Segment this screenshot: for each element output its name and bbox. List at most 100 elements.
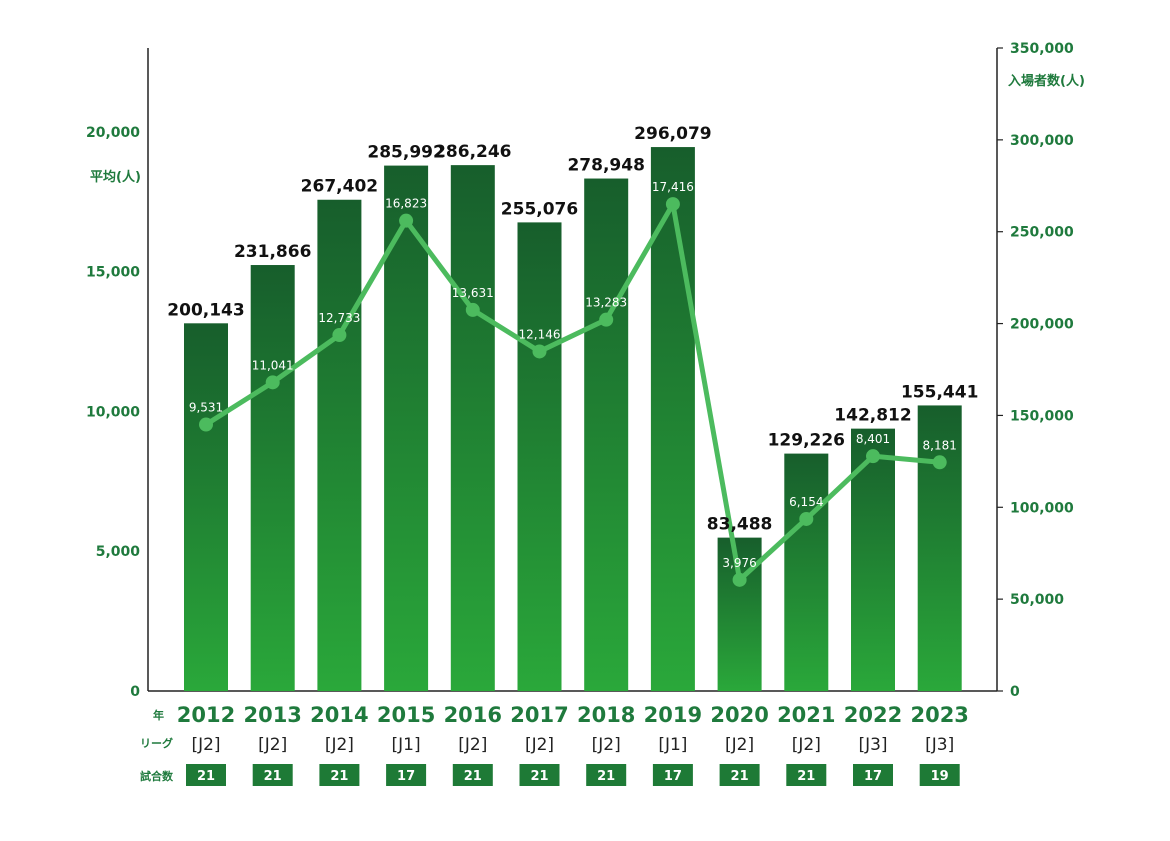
games-count: 21 bbox=[731, 769, 749, 784]
bar bbox=[517, 222, 562, 691]
league-label: [J1] bbox=[658, 735, 687, 755]
year-label: 2018 bbox=[577, 703, 635, 727]
league-label: [J2] bbox=[458, 735, 487, 755]
league-label: [J2] bbox=[258, 735, 287, 755]
average-value-label: 16,823 bbox=[385, 197, 427, 211]
average-value-label: 13,283 bbox=[585, 296, 627, 310]
average-value-label: 12,733 bbox=[318, 311, 360, 325]
average-point bbox=[532, 344, 547, 359]
league-label: [J2] bbox=[525, 735, 554, 755]
games-count: 21 bbox=[197, 769, 215, 784]
bar bbox=[250, 265, 295, 691]
games-badge bbox=[652, 764, 693, 786]
right-tick-label: 150,000 bbox=[1010, 408, 1074, 424]
bar bbox=[917, 405, 962, 691]
games-badge bbox=[786, 764, 827, 786]
bar-value-label: 267,402 bbox=[301, 177, 378, 197]
average-point bbox=[799, 511, 814, 526]
average-value-label: 12,146 bbox=[519, 327, 561, 341]
games-count: 21 bbox=[597, 769, 615, 784]
league-label: [J2] bbox=[191, 735, 220, 755]
left-tick-label: 5,000 bbox=[96, 544, 141, 560]
games-badge bbox=[386, 764, 427, 786]
year-label: 2016 bbox=[444, 703, 502, 727]
average-value-label: 8,181 bbox=[923, 438, 957, 452]
bar-value-label: 83,488 bbox=[707, 515, 773, 535]
games-count: 17 bbox=[664, 769, 682, 784]
bar-value-label: 296,079 bbox=[634, 124, 711, 144]
games-badge bbox=[519, 764, 560, 786]
left-axis-title: 平均(人) bbox=[90, 169, 141, 185]
right-tick-label: 300,000 bbox=[1010, 133, 1074, 149]
year-label: 2012 bbox=[177, 703, 235, 727]
average-point bbox=[599, 312, 614, 327]
right-tick-label: 250,000 bbox=[1010, 225, 1074, 241]
right-tick-label: 100,000 bbox=[1010, 500, 1074, 516]
league-label: [J2] bbox=[325, 735, 354, 755]
league-label: [J1] bbox=[392, 735, 421, 755]
right-tick-label: 0 bbox=[1010, 684, 1020, 700]
bar-value-label: 286,246 bbox=[434, 142, 511, 162]
games-count: 21 bbox=[797, 769, 815, 784]
average-point bbox=[732, 572, 747, 587]
right-axis-title: 入場者数(人) bbox=[1008, 73, 1085, 89]
year-label: 2023 bbox=[910, 703, 968, 727]
average-point bbox=[199, 417, 213, 432]
bar-value-label: 231,866 bbox=[234, 242, 311, 262]
league-label: [J3] bbox=[925, 735, 954, 755]
games-count: 19 bbox=[931, 769, 949, 784]
year-label: 2014 bbox=[310, 703, 368, 727]
games-badge bbox=[586, 764, 627, 786]
games-count: 21 bbox=[264, 769, 282, 784]
bar bbox=[784, 453, 829, 691]
average-point bbox=[265, 375, 280, 390]
games-badge bbox=[853, 764, 893, 786]
average-point bbox=[399, 213, 414, 228]
left-tick-label: 15,000 bbox=[86, 265, 140, 281]
bar-value-label: 255,076 bbox=[501, 199, 578, 219]
bar bbox=[450, 165, 495, 692]
row-title-year: 年 bbox=[153, 708, 164, 722]
year-label: 2019 bbox=[644, 703, 702, 727]
bar bbox=[317, 199, 362, 691]
games-count: 21 bbox=[464, 769, 482, 784]
games-badge bbox=[452, 764, 493, 786]
right-tick-label: 50,000 bbox=[1010, 592, 1064, 608]
average-point bbox=[866, 449, 880, 464]
bar bbox=[650, 147, 695, 692]
average-value-label: 8,401 bbox=[856, 432, 890, 446]
league-label: [J3] bbox=[858, 735, 887, 755]
bar bbox=[384, 165, 429, 691]
average-value-label: 13,631 bbox=[452, 286, 494, 300]
games-badge bbox=[319, 764, 360, 786]
left-tick-label: 10,000 bbox=[86, 404, 140, 420]
average-line bbox=[203, 201, 943, 583]
year-label: 2020 bbox=[710, 703, 768, 727]
games-badge bbox=[919, 764, 960, 786]
left-tick-label: 20,000 bbox=[86, 125, 140, 141]
year-label: 2017 bbox=[510, 703, 568, 727]
average-point bbox=[665, 197, 680, 212]
bar bbox=[184, 323, 228, 691]
right-tick-label: 350,000 bbox=[1010, 41, 1074, 57]
games-badge bbox=[252, 764, 293, 786]
games-badge bbox=[719, 764, 760, 786]
row-title-games: 試合数 bbox=[140, 769, 174, 783]
year-label: 2015 bbox=[377, 703, 435, 727]
average-point bbox=[465, 302, 480, 317]
games-count: 21 bbox=[530, 769, 548, 784]
bar-value-label: 285,992 bbox=[367, 143, 444, 163]
average-value-label: 9,531 bbox=[189, 401, 223, 415]
games-count: 17 bbox=[864, 769, 882, 784]
average-value-label: 6,154 bbox=[789, 495, 823, 509]
bar-value-label: 278,948 bbox=[567, 156, 644, 176]
year-label: 2021 bbox=[777, 703, 835, 727]
league-label: [J2] bbox=[792, 735, 821, 755]
games-badge bbox=[186, 764, 226, 786]
games-count: 21 bbox=[330, 769, 348, 784]
league-label: [J2] bbox=[592, 735, 621, 755]
left-tick-label: 0 bbox=[130, 684, 140, 700]
average-point bbox=[332, 328, 347, 343]
average-value-label: 3,976 bbox=[722, 556, 756, 570]
